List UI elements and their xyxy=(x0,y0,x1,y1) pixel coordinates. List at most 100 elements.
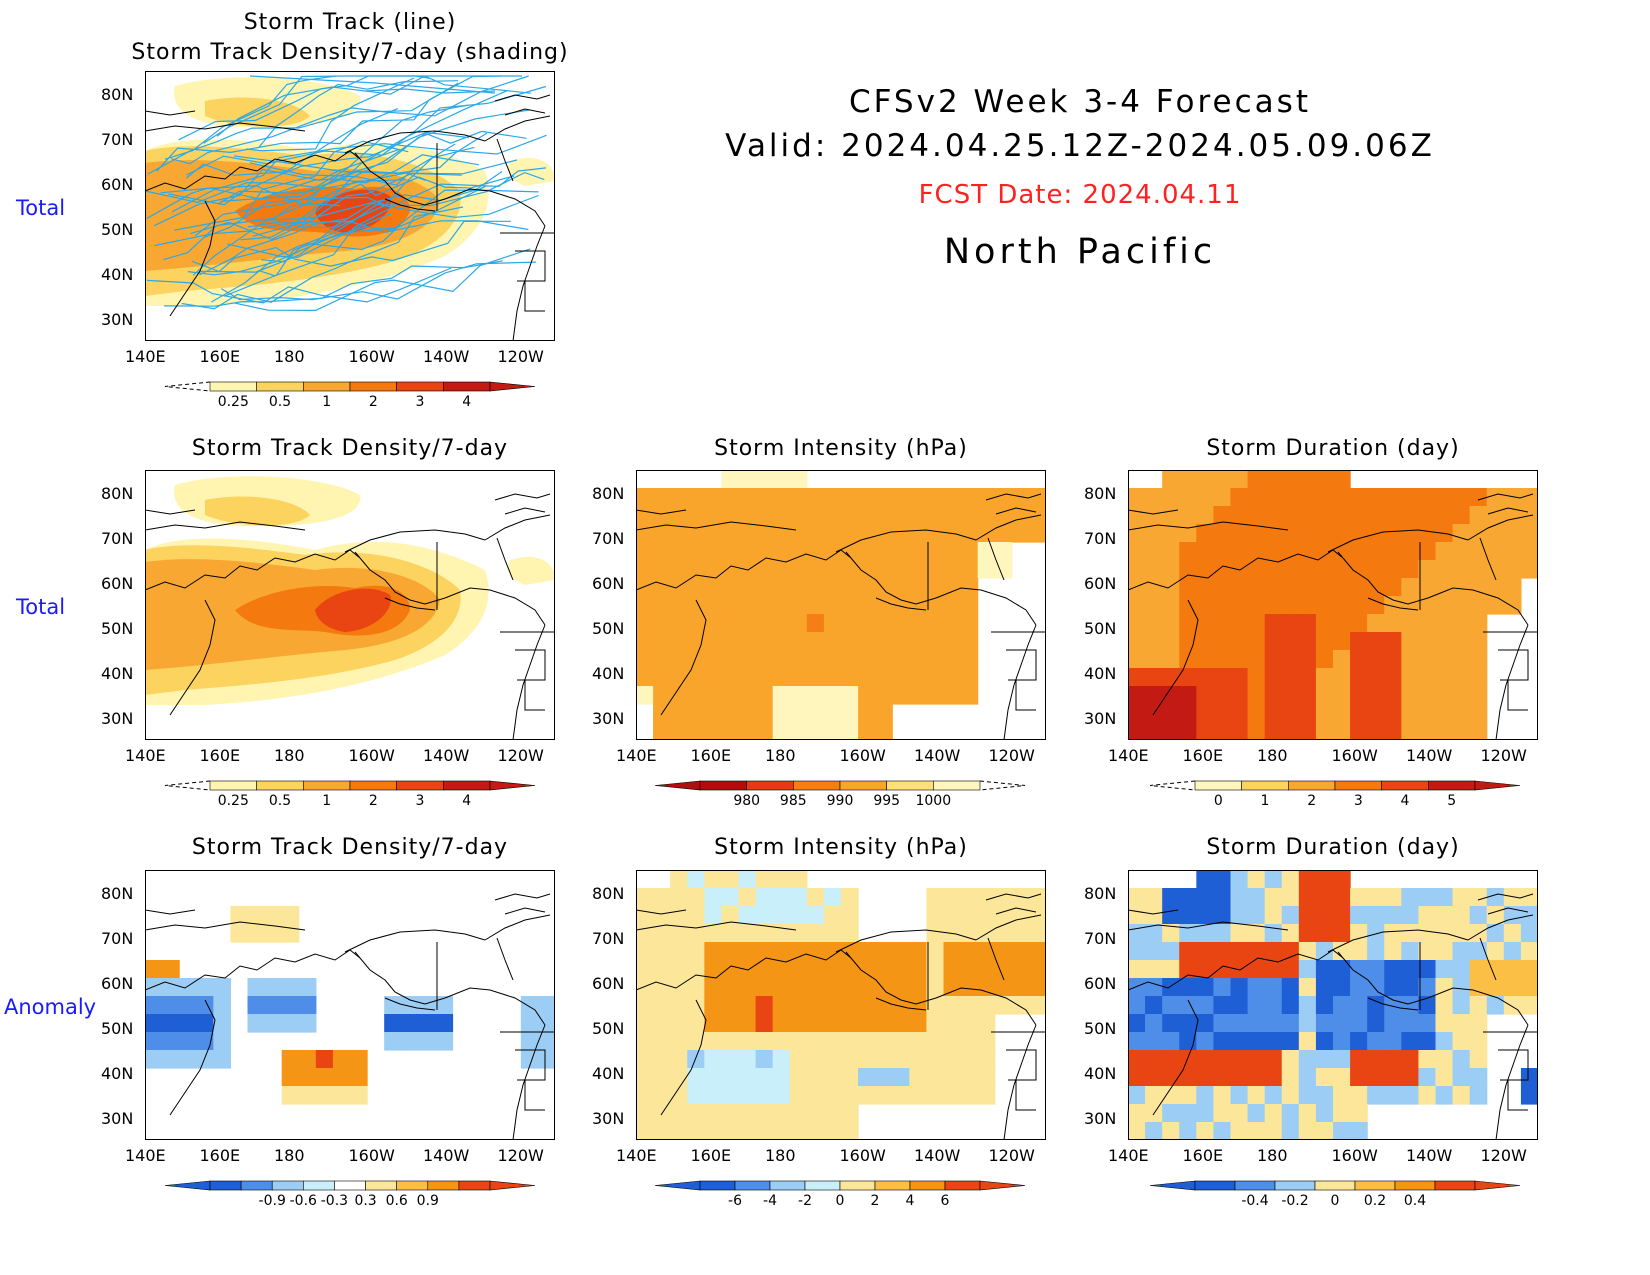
grid-cell xyxy=(1162,1122,1180,1140)
grid-cell xyxy=(1315,906,1334,925)
lat-tick-label: 80N xyxy=(101,85,134,104)
row-label-anomaly: Anomaly xyxy=(4,995,97,1019)
lon-tick-label: 140E xyxy=(1108,1146,1149,1165)
lon-tick-label: 180 xyxy=(765,1146,796,1165)
grid-cell xyxy=(1298,632,1317,651)
grid-cell xyxy=(841,488,859,507)
grid-cell xyxy=(875,632,893,651)
grid-cell xyxy=(1315,524,1334,543)
colorbar-tick-label: -0.4 xyxy=(1241,1193,1268,1209)
grid-cell xyxy=(687,906,705,925)
grid-cell xyxy=(1145,578,1163,597)
grid-cell xyxy=(1196,488,1215,507)
grid-cell xyxy=(1179,978,1197,997)
colorbar-tick-label: 0.25 xyxy=(218,394,249,410)
grid-cell xyxy=(704,668,723,687)
grid-cell xyxy=(994,560,1013,579)
coastline-segment xyxy=(1006,649,1037,681)
grid-cell xyxy=(418,1032,437,1051)
grid-cell xyxy=(1486,924,1505,943)
grid-cell xyxy=(1162,470,1180,489)
grid-cell xyxy=(841,924,859,943)
grid-cell xyxy=(1298,560,1317,579)
grid-cell xyxy=(1401,524,1420,543)
grid-cell xyxy=(1401,906,1420,925)
lat-tick-label: 60N xyxy=(101,974,134,993)
grid-cell xyxy=(1350,924,1368,943)
grid-cell xyxy=(721,578,740,597)
grid-cell xyxy=(721,722,740,740)
grid-cell xyxy=(823,1104,842,1123)
grid-cell xyxy=(960,960,979,979)
grid-cell xyxy=(994,542,1013,561)
colorbar-segment xyxy=(396,1180,429,1191)
grid-cell xyxy=(738,996,757,1015)
grid-cell xyxy=(653,650,671,669)
grid-cell xyxy=(1367,942,1385,961)
grid-cell xyxy=(1247,924,1266,943)
grid-cell xyxy=(1350,1050,1368,1069)
grid-cell xyxy=(537,996,555,1015)
grid-cell xyxy=(1247,632,1266,651)
colorbar-tick-label: 3 xyxy=(1354,793,1363,809)
grid-cell xyxy=(926,650,945,669)
grid-cell xyxy=(892,560,910,579)
grid-cell xyxy=(670,560,688,579)
grid-cell xyxy=(670,1050,688,1069)
grid-cell xyxy=(977,1050,996,1069)
grid-cell xyxy=(704,906,723,925)
grid-cell xyxy=(755,470,774,489)
grid-cell xyxy=(823,704,842,723)
grid-cell xyxy=(772,942,791,961)
grid-cell xyxy=(1145,1032,1163,1051)
colorbar-segment xyxy=(303,381,351,392)
grid-cell xyxy=(1418,722,1437,740)
grid-cell xyxy=(1196,722,1215,740)
coastline-segment xyxy=(496,937,514,981)
lat-tick-label: 60N xyxy=(1084,574,1117,593)
grid-cell xyxy=(1145,888,1163,907)
grid-cell xyxy=(977,906,996,925)
coastline-segment xyxy=(985,493,1042,501)
grid-cell xyxy=(772,722,791,740)
grid-cell xyxy=(636,614,654,633)
grid-cell xyxy=(1011,978,1030,997)
coastline-segment xyxy=(995,907,1037,915)
colorbar-open-end xyxy=(979,780,1026,791)
grid-cell xyxy=(1418,1014,1437,1033)
colorbar-intensity-anomaly: -6 -4 -2 0 2 4 6 xyxy=(654,1180,1026,1209)
grid-cell xyxy=(1298,1086,1317,1105)
grid-cell xyxy=(1520,924,1538,943)
colorbar-open-end xyxy=(1149,780,1196,791)
grid-cell xyxy=(520,1014,539,1033)
grid-cell xyxy=(755,686,774,705)
grid-cell xyxy=(1230,524,1249,543)
grid-cell xyxy=(1333,1014,1351,1033)
grid-cell xyxy=(1315,560,1334,579)
grid-cell xyxy=(909,942,928,961)
grid-cell xyxy=(1333,596,1351,615)
grid-cell xyxy=(1435,488,1454,507)
grid-cell xyxy=(1401,632,1420,651)
grid-cell xyxy=(1213,996,1232,1015)
colorbar-segment xyxy=(1314,1180,1356,1191)
grid-cell xyxy=(687,1014,705,1033)
lat-tick-label: 40N xyxy=(1084,1064,1117,1083)
grid-cell xyxy=(738,1032,757,1051)
grid-cell xyxy=(636,650,654,669)
grid-cell xyxy=(1011,942,1030,961)
grid-cell xyxy=(1264,488,1283,507)
grid-cell xyxy=(1350,1014,1368,1033)
grid-cell xyxy=(1247,524,1266,543)
lat-tick-label: 70N xyxy=(101,529,134,548)
grid-cell xyxy=(960,596,979,615)
colorbar-segment xyxy=(1434,1180,1476,1191)
grid-cell xyxy=(1196,924,1215,943)
grid-cell xyxy=(892,596,910,615)
grid-cell xyxy=(1196,704,1215,723)
grid-cell xyxy=(435,1014,454,1033)
grid-cell xyxy=(687,924,705,943)
grid-cell xyxy=(1162,650,1180,669)
grid-cell xyxy=(1401,996,1420,1015)
lat-tick-label: 50N xyxy=(592,1019,625,1038)
